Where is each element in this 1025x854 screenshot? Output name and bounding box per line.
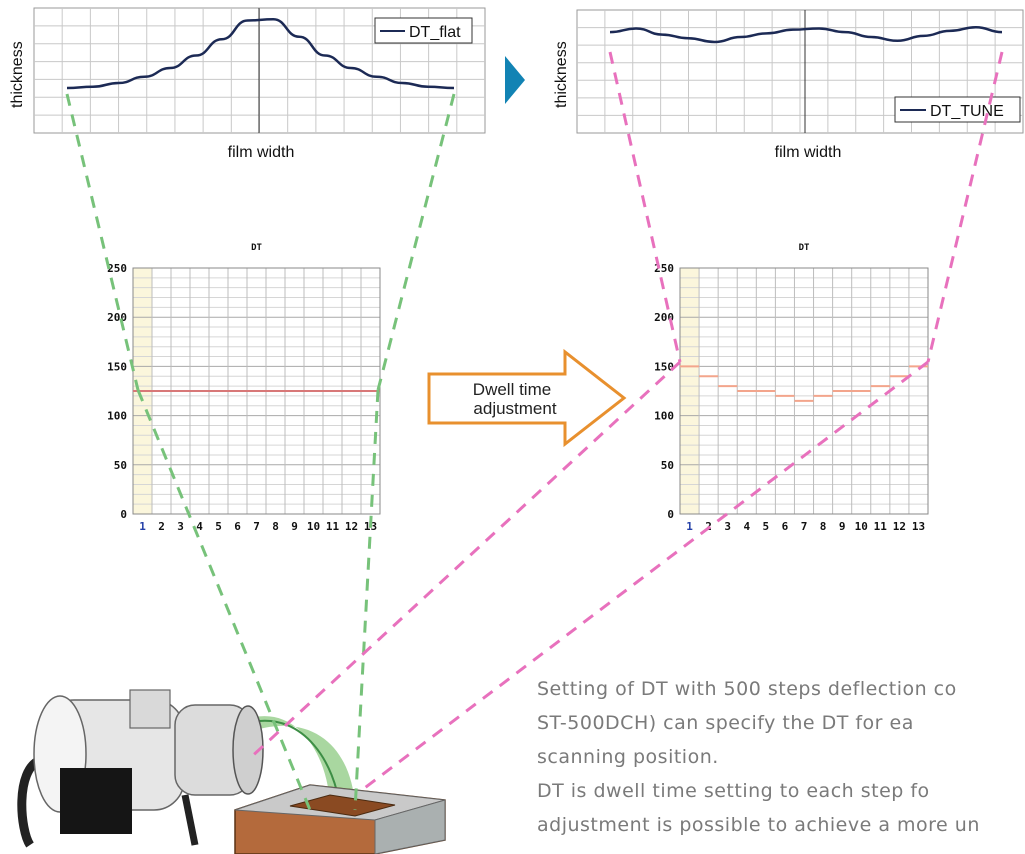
y-tick-label: 100 [654, 410, 674, 423]
green-dash-line [376, 93, 456, 391]
thickness-chart-dt-tune: DT_TUNE thickness film width [553, 9, 1024, 161]
x-tick-label: 13 [912, 520, 925, 533]
x-tick-label: 12 [893, 520, 906, 533]
arrow-label-line2: adjustment [473, 399, 556, 418]
x-tick-label: 7 [253, 520, 260, 533]
legend-label: DT_TUNE [930, 103, 1004, 120]
dt-selected-column [680, 268, 700, 514]
dt-plot-border [679, 267, 929, 515]
dt-chart-title: DT [251, 243, 262, 253]
crucible-side [374, 799, 446, 854]
green-projection-lines [65, 93, 456, 811]
legend-label: DT_flat [409, 24, 461, 41]
x-axis-label: film width [775, 144, 842, 161]
x-tick-label: 6 [782, 520, 789, 533]
x-tick-label: 12 [345, 520, 358, 533]
green-dash-line [136, 389, 312, 811]
dt-chart-title: DT [799, 243, 810, 253]
x-tick-label: 7 [801, 520, 808, 533]
x-tick-label: 10 [855, 520, 868, 533]
support-leg [181, 794, 199, 846]
dt-plot-frame [679, 267, 929, 515]
legend-frame [374, 17, 473, 44]
y-tick-label: 50 [114, 459, 127, 472]
thickness-chart-dt-flat: DT_flat thickness film width [9, 7, 486, 161]
gun-top-block [129, 689, 171, 729]
x-tick-label: 6 [234, 520, 241, 533]
next-triangle-icon [505, 56, 525, 104]
electron-gun-illustration [17, 689, 446, 854]
thickness-curve-dt-tune [609, 25, 1003, 44]
x-tick-label: 8 [272, 520, 279, 533]
y-tick-label: 150 [107, 360, 127, 373]
cable [17, 755, 43, 848]
x-tick-label: 1 [686, 520, 693, 533]
x-tick-label: 4 [743, 520, 750, 533]
y-axis-label: thickness [9, 41, 26, 108]
x-tick-label: 3 [177, 520, 184, 533]
x-axis-label: film width [228, 144, 295, 161]
magnet-block [60, 768, 132, 834]
description-line: scanning position. [537, 746, 719, 768]
gun-flange [232, 705, 264, 795]
description-line: DT is dwell time setting to each step fo [537, 780, 930, 802]
green-dash-line [65, 93, 140, 391]
y-tick-label: 250 [107, 262, 127, 275]
pink-dash-line [361, 360, 929, 792]
description-line: Setting of DT with 500 steps deflection … [537, 678, 957, 700]
chart-grid [577, 10, 1023, 133]
green-dash-line [353, 389, 380, 811]
x-tick-label: 8 [820, 520, 827, 533]
pink-dash-line [608, 51, 682, 363]
description-line: adjustment is possible to achieve a more… [537, 814, 980, 836]
y-tick-label: 0 [667, 508, 674, 521]
y-tick-label: 200 [654, 311, 674, 324]
legend-box: DT_TUNE [894, 96, 1021, 123]
x-tick-label: 5 [215, 520, 222, 533]
y-tick-label: 0 [120, 508, 127, 521]
description-text-block: Setting of DT with 500 steps deflection … [537, 672, 1025, 854]
y-tick-label: 50 [661, 459, 674, 472]
x-tick-label: 3 [724, 520, 731, 533]
y-tick-label: 200 [107, 311, 127, 324]
x-tick-label: 4 [196, 520, 203, 533]
x-tick-label: 2 [158, 520, 165, 533]
x-tick-label: 10 [307, 520, 320, 533]
y-tick-label: 150 [654, 360, 674, 373]
pink-dash-line [246, 360, 682, 762]
dwell-time-adjustment-arrow: Dwell time adjustment [427, 348, 627, 448]
description-line: ST-500DCH) can specify the DT for ea [537, 712, 914, 734]
arrow-label-line1: Dwell time [473, 380, 551, 399]
x-tick-label: 5 [763, 520, 770, 533]
y-axis-label: thickness [553, 41, 570, 108]
arrow-shape [427, 348, 627, 448]
pink-projection-lines [246, 51, 1004, 792]
pink-dash-line [926, 51, 1004, 363]
x-tick-label: 11 [326, 520, 340, 533]
x-tick-label: 9 [291, 520, 298, 533]
legend-box: DT_flat [374, 17, 473, 44]
thickness-curve-dt-flat [66, 17, 455, 90]
y-tick-label: 100 [107, 410, 127, 423]
x-tick-label: 1 [139, 520, 146, 533]
x-tick-label: 9 [839, 520, 846, 533]
x-tick-label: 11 [874, 520, 888, 533]
crucible-pocket [289, 794, 396, 817]
